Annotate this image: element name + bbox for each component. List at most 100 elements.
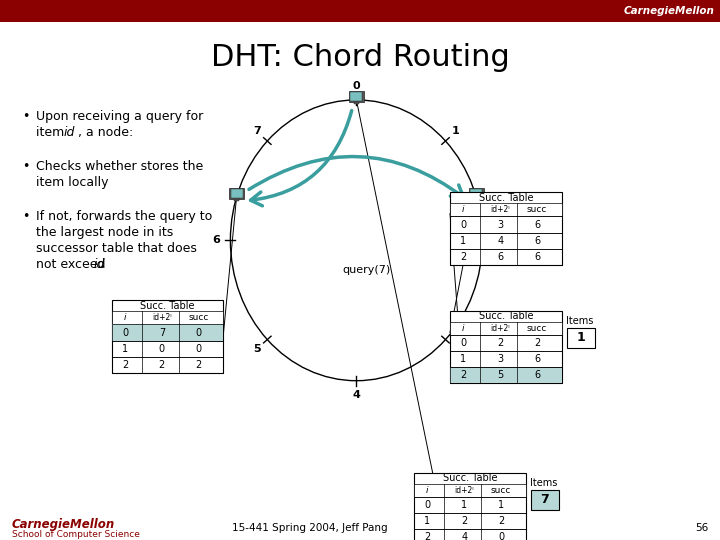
Text: 6: 6: [534, 370, 540, 380]
Text: 1: 1: [498, 500, 504, 510]
Text: CarnegieMellon: CarnegieMellon: [12, 518, 115, 531]
Bar: [230, 190, 243, 198]
FancyArrowPatch shape: [251, 111, 351, 206]
Bar: [450, 192, 562, 265]
Text: Succ. Table: Succ. Table: [443, 474, 497, 483]
Bar: [450, 233, 562, 248]
Text: Succ. Table: Succ. Table: [479, 193, 533, 202]
Text: Checks whether stores the: Checks whether stores the: [36, 160, 203, 173]
Bar: [474, 199, 478, 201]
Bar: [235, 199, 239, 201]
Text: School of Computer Science: School of Computer Science: [12, 530, 140, 539]
Text: 3: 3: [497, 219, 503, 230]
Text: succ: succ: [527, 324, 547, 333]
Bar: [112, 300, 223, 373]
Text: , a node:: , a node:: [78, 126, 133, 139]
Text: id+2ᴵ: id+2ᴵ: [454, 486, 474, 495]
Text: 2: 2: [534, 338, 540, 348]
Text: 6: 6: [212, 235, 220, 245]
Bar: [354, 102, 359, 104]
Bar: [414, 497, 526, 514]
Bar: [450, 352, 562, 367]
Text: i: i: [462, 205, 464, 214]
Text: 1: 1: [122, 343, 128, 354]
Text: 6: 6: [534, 219, 540, 230]
Text: 2: 2: [158, 360, 165, 369]
Text: 5: 5: [253, 345, 261, 354]
Text: 0: 0: [498, 532, 504, 540]
Text: 4: 4: [497, 235, 503, 246]
Text: Upon receiving a query for: Upon receiving a query for: [36, 110, 203, 123]
Text: 7: 7: [540, 493, 549, 506]
Text: 2: 2: [498, 516, 504, 526]
Text: DHT: Chord Routing: DHT: Chord Routing: [211, 44, 509, 72]
Text: 2: 2: [492, 235, 500, 245]
Bar: [348, 91, 364, 102]
Text: 0: 0: [460, 219, 467, 230]
Text: 2: 2: [460, 370, 467, 380]
Text: If not, forwards the query to: If not, forwards the query to: [36, 210, 212, 223]
Text: item locally: item locally: [36, 176, 109, 189]
Text: i: i: [124, 313, 126, 322]
Text: 3: 3: [497, 354, 503, 364]
Text: 7: 7: [158, 327, 165, 338]
Text: successor table that does: successor table that does: [36, 242, 197, 255]
Text: query(7): query(7): [342, 265, 390, 275]
Text: 6: 6: [534, 354, 540, 364]
Text: 4: 4: [461, 532, 467, 540]
Bar: [450, 204, 562, 217]
Text: 7: 7: [253, 126, 261, 136]
Bar: [450, 335, 562, 352]
Bar: [450, 248, 562, 265]
Bar: [450, 310, 562, 383]
Bar: [456, 325, 461, 327]
Bar: [450, 322, 562, 335]
Text: •: •: [22, 110, 30, 123]
Text: 6: 6: [534, 252, 540, 261]
Text: 3: 3: [451, 345, 459, 354]
Text: 0: 0: [122, 327, 128, 338]
Bar: [112, 356, 223, 373]
Text: CarnegieMellon: CarnegieMellon: [623, 6, 714, 16]
Text: 0: 0: [353, 81, 360, 91]
FancyArrowPatch shape: [249, 157, 464, 197]
Bar: [229, 188, 244, 199]
Text: succ: succ: [527, 205, 547, 214]
Bar: [450, 217, 562, 233]
Text: not exceed: not exceed: [36, 258, 109, 271]
Text: i: i: [462, 324, 464, 333]
Text: 2: 2: [424, 532, 431, 540]
Text: Items: Items: [530, 477, 557, 488]
Text: i: i: [426, 486, 428, 495]
Bar: [414, 514, 526, 529]
Text: id+2ᴵ: id+2ᴵ: [152, 313, 171, 322]
Bar: [112, 325, 223, 341]
Text: succ: succ: [189, 313, 209, 322]
Bar: [567, 327, 595, 348]
Bar: [414, 529, 526, 540]
Text: 2: 2: [122, 360, 128, 369]
Text: Succ. Table: Succ. Table: [479, 312, 533, 321]
Text: 15-441 Spring 2004, Jeff Pang: 15-441 Spring 2004, Jeff Pang: [232, 523, 387, 533]
Text: Succ. Table: Succ. Table: [140, 301, 194, 310]
Text: 1: 1: [451, 126, 459, 136]
Text: 0: 0: [158, 343, 165, 354]
Bar: [451, 314, 466, 325]
Text: 2: 2: [196, 360, 202, 369]
Text: •: •: [22, 210, 30, 223]
Text: 6: 6: [534, 235, 540, 246]
Text: 1: 1: [576, 331, 585, 344]
Text: 2: 2: [461, 516, 467, 526]
Text: id+2ᴵ: id+2ᴵ: [490, 205, 510, 214]
Text: 4: 4: [353, 390, 360, 400]
Text: the largest node in its: the largest node in its: [36, 226, 174, 239]
Text: •: •: [22, 160, 30, 173]
Bar: [351, 92, 362, 100]
Text: item: item: [36, 126, 68, 139]
Text: 1: 1: [461, 500, 467, 510]
Text: 0: 0: [424, 500, 431, 510]
Text: 0: 0: [196, 327, 202, 338]
Text: 1: 1: [460, 235, 467, 246]
Bar: [112, 312, 223, 325]
Bar: [452, 315, 464, 323]
